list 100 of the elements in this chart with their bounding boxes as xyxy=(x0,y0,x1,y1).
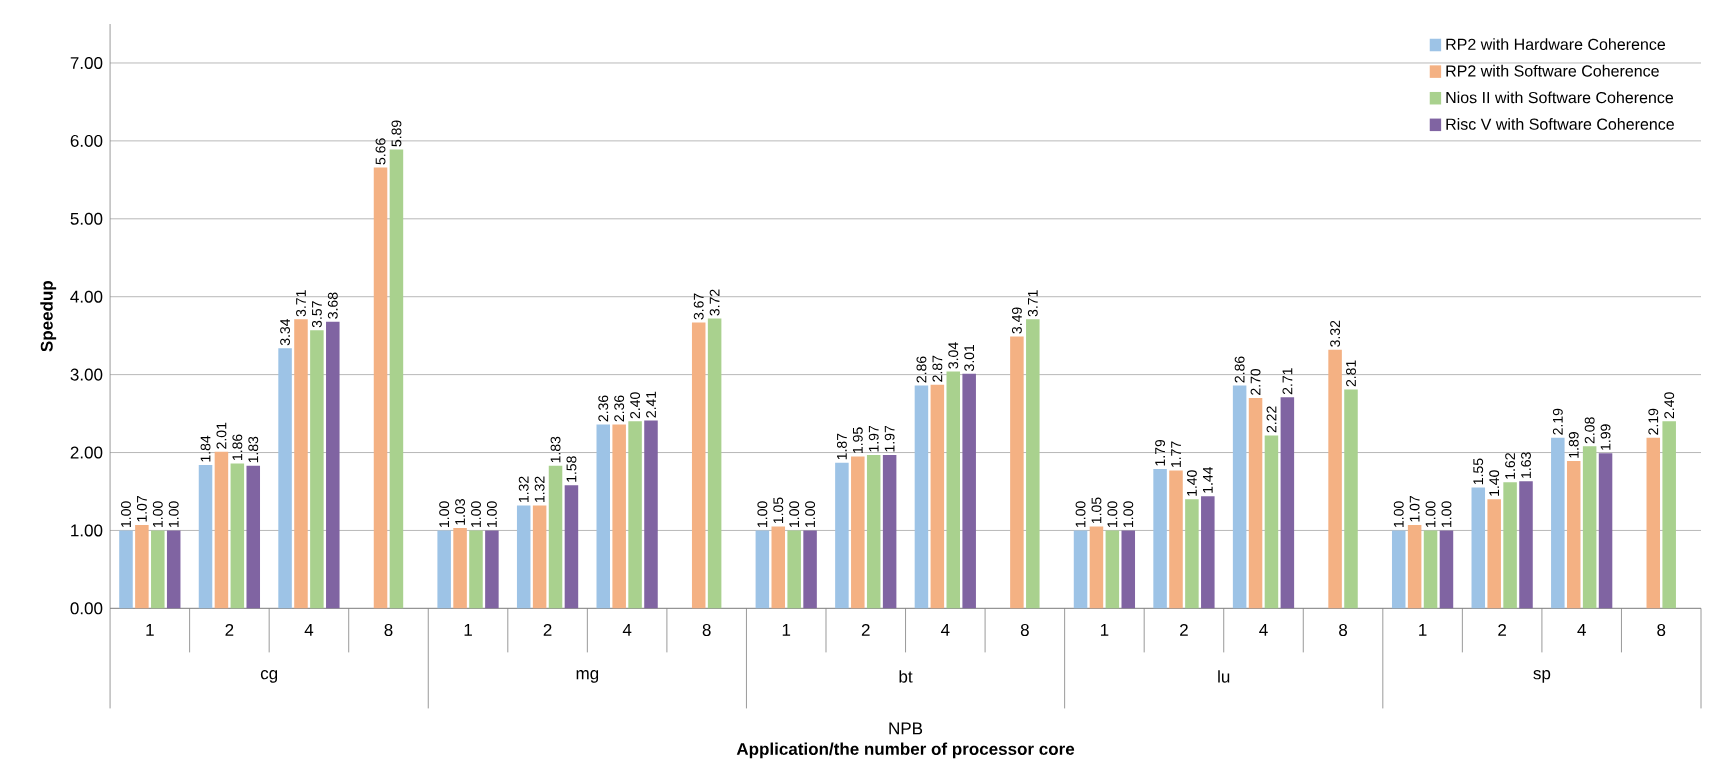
bar xyxy=(1391,530,1406,609)
data-label: 1.00 xyxy=(439,501,450,527)
x-tick-label: 8 xyxy=(1657,623,1666,636)
bar xyxy=(389,149,404,609)
x-tick-label: 2 xyxy=(1498,623,1507,636)
data-label: 3.32 xyxy=(1330,320,1341,347)
x-tick-label: 4 xyxy=(622,623,632,636)
data-label: 2.08 xyxy=(1584,417,1595,443)
bar xyxy=(1010,336,1024,609)
data-label: 2.86 xyxy=(1234,356,1245,383)
data-label: 1.63 xyxy=(1521,452,1531,478)
y-tick-label: 6.00 xyxy=(70,134,103,147)
x-tick-label: 1 xyxy=(1419,623,1427,636)
data-label: 1.40 xyxy=(1186,469,1197,496)
bar xyxy=(246,465,261,609)
x-tick-label: 1 xyxy=(146,623,154,636)
bar xyxy=(1201,495,1215,609)
data-label: 1.03 xyxy=(455,498,466,525)
data-label: 2.36 xyxy=(598,395,609,422)
data-label: 2.36 xyxy=(614,395,625,422)
bar xyxy=(914,385,929,609)
data-label: 2.41 xyxy=(646,391,656,418)
legend-label: Nios II with Software Coherence xyxy=(1446,91,1674,104)
data-label: 3.49 xyxy=(1011,307,1022,334)
bar xyxy=(310,329,324,609)
bar xyxy=(866,454,881,609)
data-label: 3.34 xyxy=(280,318,291,345)
bar xyxy=(1280,397,1295,609)
legend-label: RP2 with Software Coherence xyxy=(1446,64,1659,77)
data-label: 1.00 xyxy=(1425,501,1436,527)
bar xyxy=(516,505,531,609)
bar xyxy=(930,384,945,609)
data-label: 1.84 xyxy=(200,435,211,462)
text: NPB xyxy=(889,722,923,735)
bar xyxy=(1582,446,1597,609)
bar xyxy=(1551,437,1565,609)
bar xyxy=(166,530,181,609)
data-label: 1.00 xyxy=(121,501,131,527)
bar xyxy=(1407,524,1422,609)
data-label: 1.05 xyxy=(1091,497,1102,523)
x-tick-label: 8 xyxy=(384,623,393,636)
bar xyxy=(1662,421,1676,609)
data-label: 1.89 xyxy=(1568,431,1579,458)
data-label: 1.32 xyxy=(534,476,545,502)
data-label: 1.79 xyxy=(1155,439,1166,466)
data-label: 1.97 xyxy=(868,425,879,452)
bar xyxy=(962,373,976,609)
x-tick-label: 2 xyxy=(225,623,234,636)
bar xyxy=(755,530,770,609)
data-label: 2.71 xyxy=(1282,368,1293,394)
data-label: 2.40 xyxy=(1664,392,1675,419)
bar xyxy=(644,420,658,609)
y-tick-label: 3.00 xyxy=(70,368,103,381)
data-label: 3.04 xyxy=(948,342,959,369)
bar xyxy=(1248,397,1263,609)
data-label: 1.00 xyxy=(168,501,179,527)
bar xyxy=(1121,530,1136,609)
data-label: 1.00 xyxy=(757,501,768,527)
data-label: 1.00 xyxy=(486,501,497,527)
data-label: 2.01 xyxy=(216,422,227,449)
bar xyxy=(628,421,642,609)
bar xyxy=(278,347,292,609)
text: lu xyxy=(1218,669,1230,683)
data-label: 1.00 xyxy=(805,501,816,527)
data-label: 1.32 xyxy=(518,476,529,502)
data-label: 1.97 xyxy=(884,425,895,452)
data-label: 1.83 xyxy=(248,436,259,463)
x-tick-label: 8 xyxy=(702,623,711,636)
x-tick-label: 1 xyxy=(464,623,472,636)
bar xyxy=(1646,437,1661,609)
y-axis-title: Speedup xyxy=(40,280,57,352)
bar xyxy=(787,530,801,609)
text: sp xyxy=(1533,669,1551,683)
bar xyxy=(1232,385,1247,609)
bar xyxy=(437,530,451,609)
bar xyxy=(1439,530,1454,609)
bar xyxy=(1185,499,1199,609)
bar xyxy=(803,530,817,609)
legend-label: Risc V with Software Coherence xyxy=(1446,117,1674,130)
data-label: 2.87 xyxy=(932,355,943,382)
y-tick-label: 1.00 xyxy=(71,524,103,537)
bar xyxy=(1153,468,1167,609)
data-label: 3.71 xyxy=(296,290,306,317)
data-label: 1.44 xyxy=(1203,466,1213,493)
bar xyxy=(1471,487,1486,609)
x-tick-label: 4 xyxy=(304,623,314,636)
bar xyxy=(1519,481,1533,609)
data-label: 3.67 xyxy=(693,293,704,320)
data-label: 3.68 xyxy=(327,292,338,319)
x-tick-label: 4 xyxy=(1577,623,1586,636)
x-tick-label: 2 xyxy=(861,623,870,636)
bar xyxy=(1487,499,1501,609)
bar xyxy=(135,524,149,609)
bar xyxy=(1344,389,1358,609)
bar xyxy=(691,322,706,609)
data-label: 1.07 xyxy=(1409,495,1420,522)
x-tick-label: 2 xyxy=(543,623,552,636)
data-label: 1.00 xyxy=(152,501,163,527)
x-tick-label: 1 xyxy=(782,623,791,636)
y-tick-label: 7.00 xyxy=(70,56,103,69)
